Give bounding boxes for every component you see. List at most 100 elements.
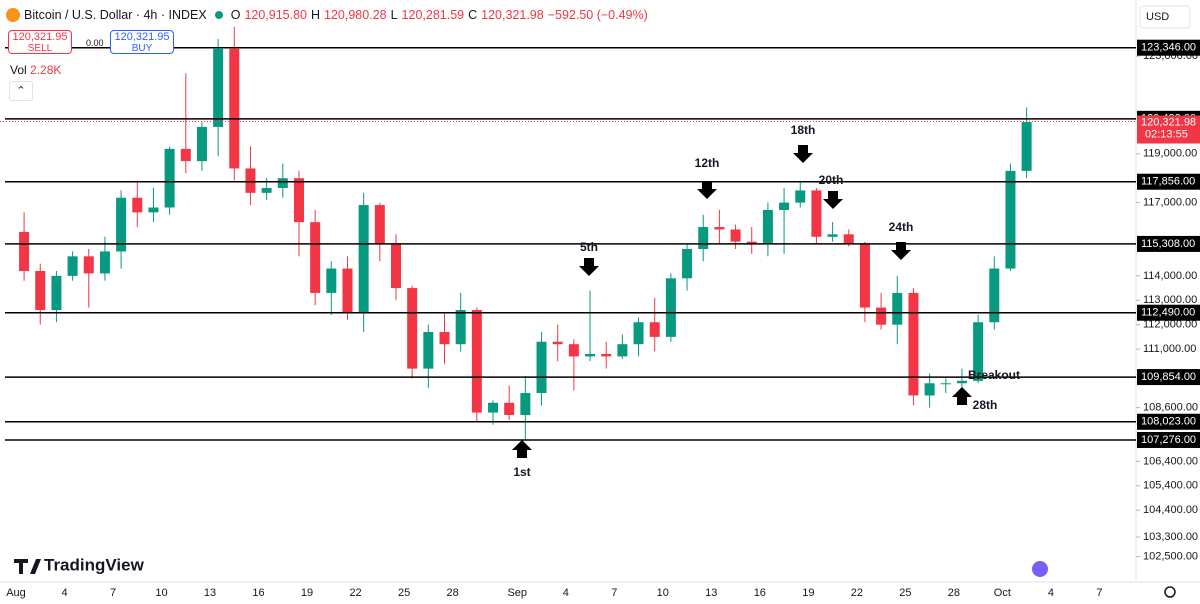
candle-body <box>827 234 838 237</box>
buy-price: 120,321.95 <box>114 31 170 43</box>
annotation: 20th <box>819 173 844 187</box>
currency: USD <box>1146 11 1169 23</box>
candle-body <box>423 332 434 369</box>
arrow <box>512 440 532 458</box>
candle-body <box>601 353 612 357</box>
x-tick-label: 13 <box>204 587 216 599</box>
candle-body <box>859 244 870 308</box>
candle-body <box>196 126 207 162</box>
candle-body <box>585 353 596 357</box>
y-tick-label: 112,000.00 <box>1143 319 1197 331</box>
level-label: 115,308.00 <box>1141 238 1195 250</box>
sell-button[interactable]: 120,321.95 SELL <box>8 30 72 54</box>
candle-body <box>1005 170 1016 269</box>
x-tick-label: 22 <box>349 587 361 599</box>
level-label: 107,276.00 <box>1141 434 1196 446</box>
brand: TradingView <box>44 555 145 574</box>
candle-body <box>277 178 288 188</box>
y-tick-label: 106,400.00 <box>1143 455 1198 467</box>
ohlc-key: C <box>468 8 478 22</box>
x-tick-label: Aug <box>6 587 26 599</box>
x-tick-label: 7 <box>611 587 617 599</box>
x-tick-label: Oct <box>994 587 1011 599</box>
candle-body <box>261 187 272 193</box>
candle-body <box>35 270 46 311</box>
candle-body <box>342 268 353 313</box>
candle-body <box>536 341 547 394</box>
candle-body <box>779 202 790 210</box>
candle-body <box>552 341 563 345</box>
y-tick-label: 104,400.00 <box>1143 504 1198 516</box>
buy-button[interactable]: 120,321.95 BUY <box>110 30 174 54</box>
candle-body <box>51 275 62 311</box>
arrow <box>697 181 717 199</box>
annotations: 1st 5th 12th 18th 20th 24th 28th Breakou… <box>512 123 1020 479</box>
candle-body <box>310 222 321 293</box>
volume-legend: Vol 2.28K <box>10 63 61 77</box>
level-label-box <box>1137 39 1200 56</box>
candle-body <box>746 241 757 245</box>
sell-price: 120,321.95 <box>12 31 68 43</box>
candle-body <box>876 307 887 325</box>
x-tick-label: 25 <box>899 587 911 599</box>
x-tick-label: 25 <box>398 587 410 599</box>
level-label-box <box>1137 173 1200 190</box>
currency-button[interactable] <box>1139 5 1191 29</box>
candle-body <box>989 268 1000 323</box>
arrow <box>793 145 813 163</box>
annotation: 24th <box>889 220 914 234</box>
volume-label: Vol <box>10 63 27 77</box>
candle-body <box>698 227 709 249</box>
candle-body <box>439 332 450 345</box>
last-price-box <box>1137 115 1200 144</box>
candle-body <box>83 256 94 274</box>
level-label-box <box>1137 413 1200 430</box>
level-label: 108,023.00 <box>1141 416 1196 428</box>
x-tick-label: 4 <box>1048 587 1054 599</box>
candle-body <box>132 197 143 213</box>
candle-body <box>164 148 175 208</box>
y-tick-label: 119,000.00 <box>1143 148 1197 160</box>
collapse-button[interactable]: ⌃ <box>9 81 33 101</box>
candle-body <box>455 310 466 345</box>
sell-label: SELL <box>27 43 53 54</box>
candle-body <box>504 402 515 415</box>
settings-icon[interactable] <box>1164 586 1176 598</box>
ohlc-key: L <box>390 8 398 22</box>
candle-body <box>811 190 822 237</box>
arrow <box>823 191 843 209</box>
candle-body <box>245 168 256 193</box>
candle-body <box>213 48 224 127</box>
symbol-icon <box>6 8 20 22</box>
ohlc-key: O <box>230 8 241 22</box>
event-icon[interactable] <box>1032 561 1048 577</box>
candle-body <box>730 229 741 242</box>
y-tick-label: 102,500.00 <box>1143 550 1198 562</box>
y-tick-label: 117,000.00 <box>1143 197 1197 209</box>
y-tick-label: 114,000.00 <box>1143 270 1197 282</box>
candle-body <box>488 402 499 413</box>
x-tick-label: 4 <box>61 587 67 599</box>
candle-body <box>762 209 773 245</box>
level-label-box <box>1137 369 1200 386</box>
change: −592.50 (−0.49%) <box>547 8 648 22</box>
candle-body <box>116 197 127 252</box>
x-tick-label: 7 <box>110 587 116 599</box>
candle-body <box>633 322 644 345</box>
candle-body <box>617 344 628 357</box>
price-axis <box>1136 0 1200 604</box>
status-dot <box>214 11 223 19</box>
candle-body <box>374 205 385 245</box>
candle-body <box>956 380 967 384</box>
candle-body <box>924 383 935 396</box>
x-tick-label: Sep <box>507 587 527 599</box>
brand-logo <box>14 559 41 574</box>
level-label-box <box>1137 235 1200 252</box>
arrow <box>891 242 911 260</box>
level-label: 112,490.00 <box>1141 307 1195 319</box>
x-tick-label: 28 <box>948 587 960 599</box>
candle-body <box>180 148 191 162</box>
level-label: 123,346.00 <box>1141 42 1196 54</box>
x-tick-label: 22 <box>851 587 863 599</box>
x-tick-label: 7 <box>1096 587 1102 599</box>
